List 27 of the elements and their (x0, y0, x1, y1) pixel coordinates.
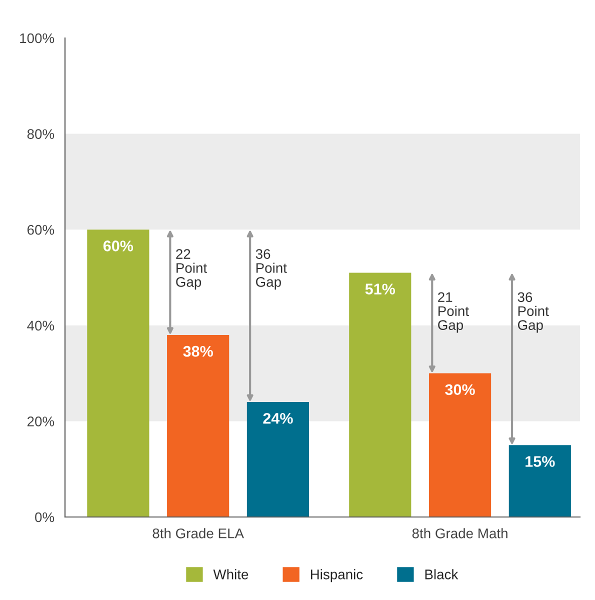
bar (428, 373, 492, 517)
y-tick-label: 20% (27, 416, 54, 426)
y-tick-label: 60% (27, 224, 54, 235)
legend-label: Black (425, 569, 458, 580)
bar (87, 230, 150, 517)
y-tick-label: 40% (27, 320, 54, 331)
x-tick-label: 8th Grade ELA (152, 528, 244, 538)
text: 24% (263, 412, 293, 424)
annotation: 21 Point Gap (438, 292, 469, 333)
legend-label: White (213, 569, 248, 580)
text: 15% (526, 456, 555, 467)
y-tick-label: 0% (35, 512, 54, 522)
y-tick-label: 80% (27, 129, 54, 139)
y-tick-label: 100% (20, 33, 54, 44)
bar (167, 334, 230, 517)
text: 38% (183, 346, 213, 357)
x-tick-label: 8th Grade Math (412, 528, 508, 538)
annotation: 36 Point Gap (518, 292, 549, 333)
text: 60% (103, 240, 134, 252)
bar (246, 402, 310, 517)
bar (349, 272, 412, 517)
annotation: 22 Point Gap (176, 249, 207, 290)
bar (508, 445, 571, 517)
annotation: 36 Point Gap (256, 249, 287, 290)
text: 51% (365, 284, 396, 294)
text: 30% (445, 384, 475, 396)
legend-label: Hispanic (310, 569, 363, 582)
